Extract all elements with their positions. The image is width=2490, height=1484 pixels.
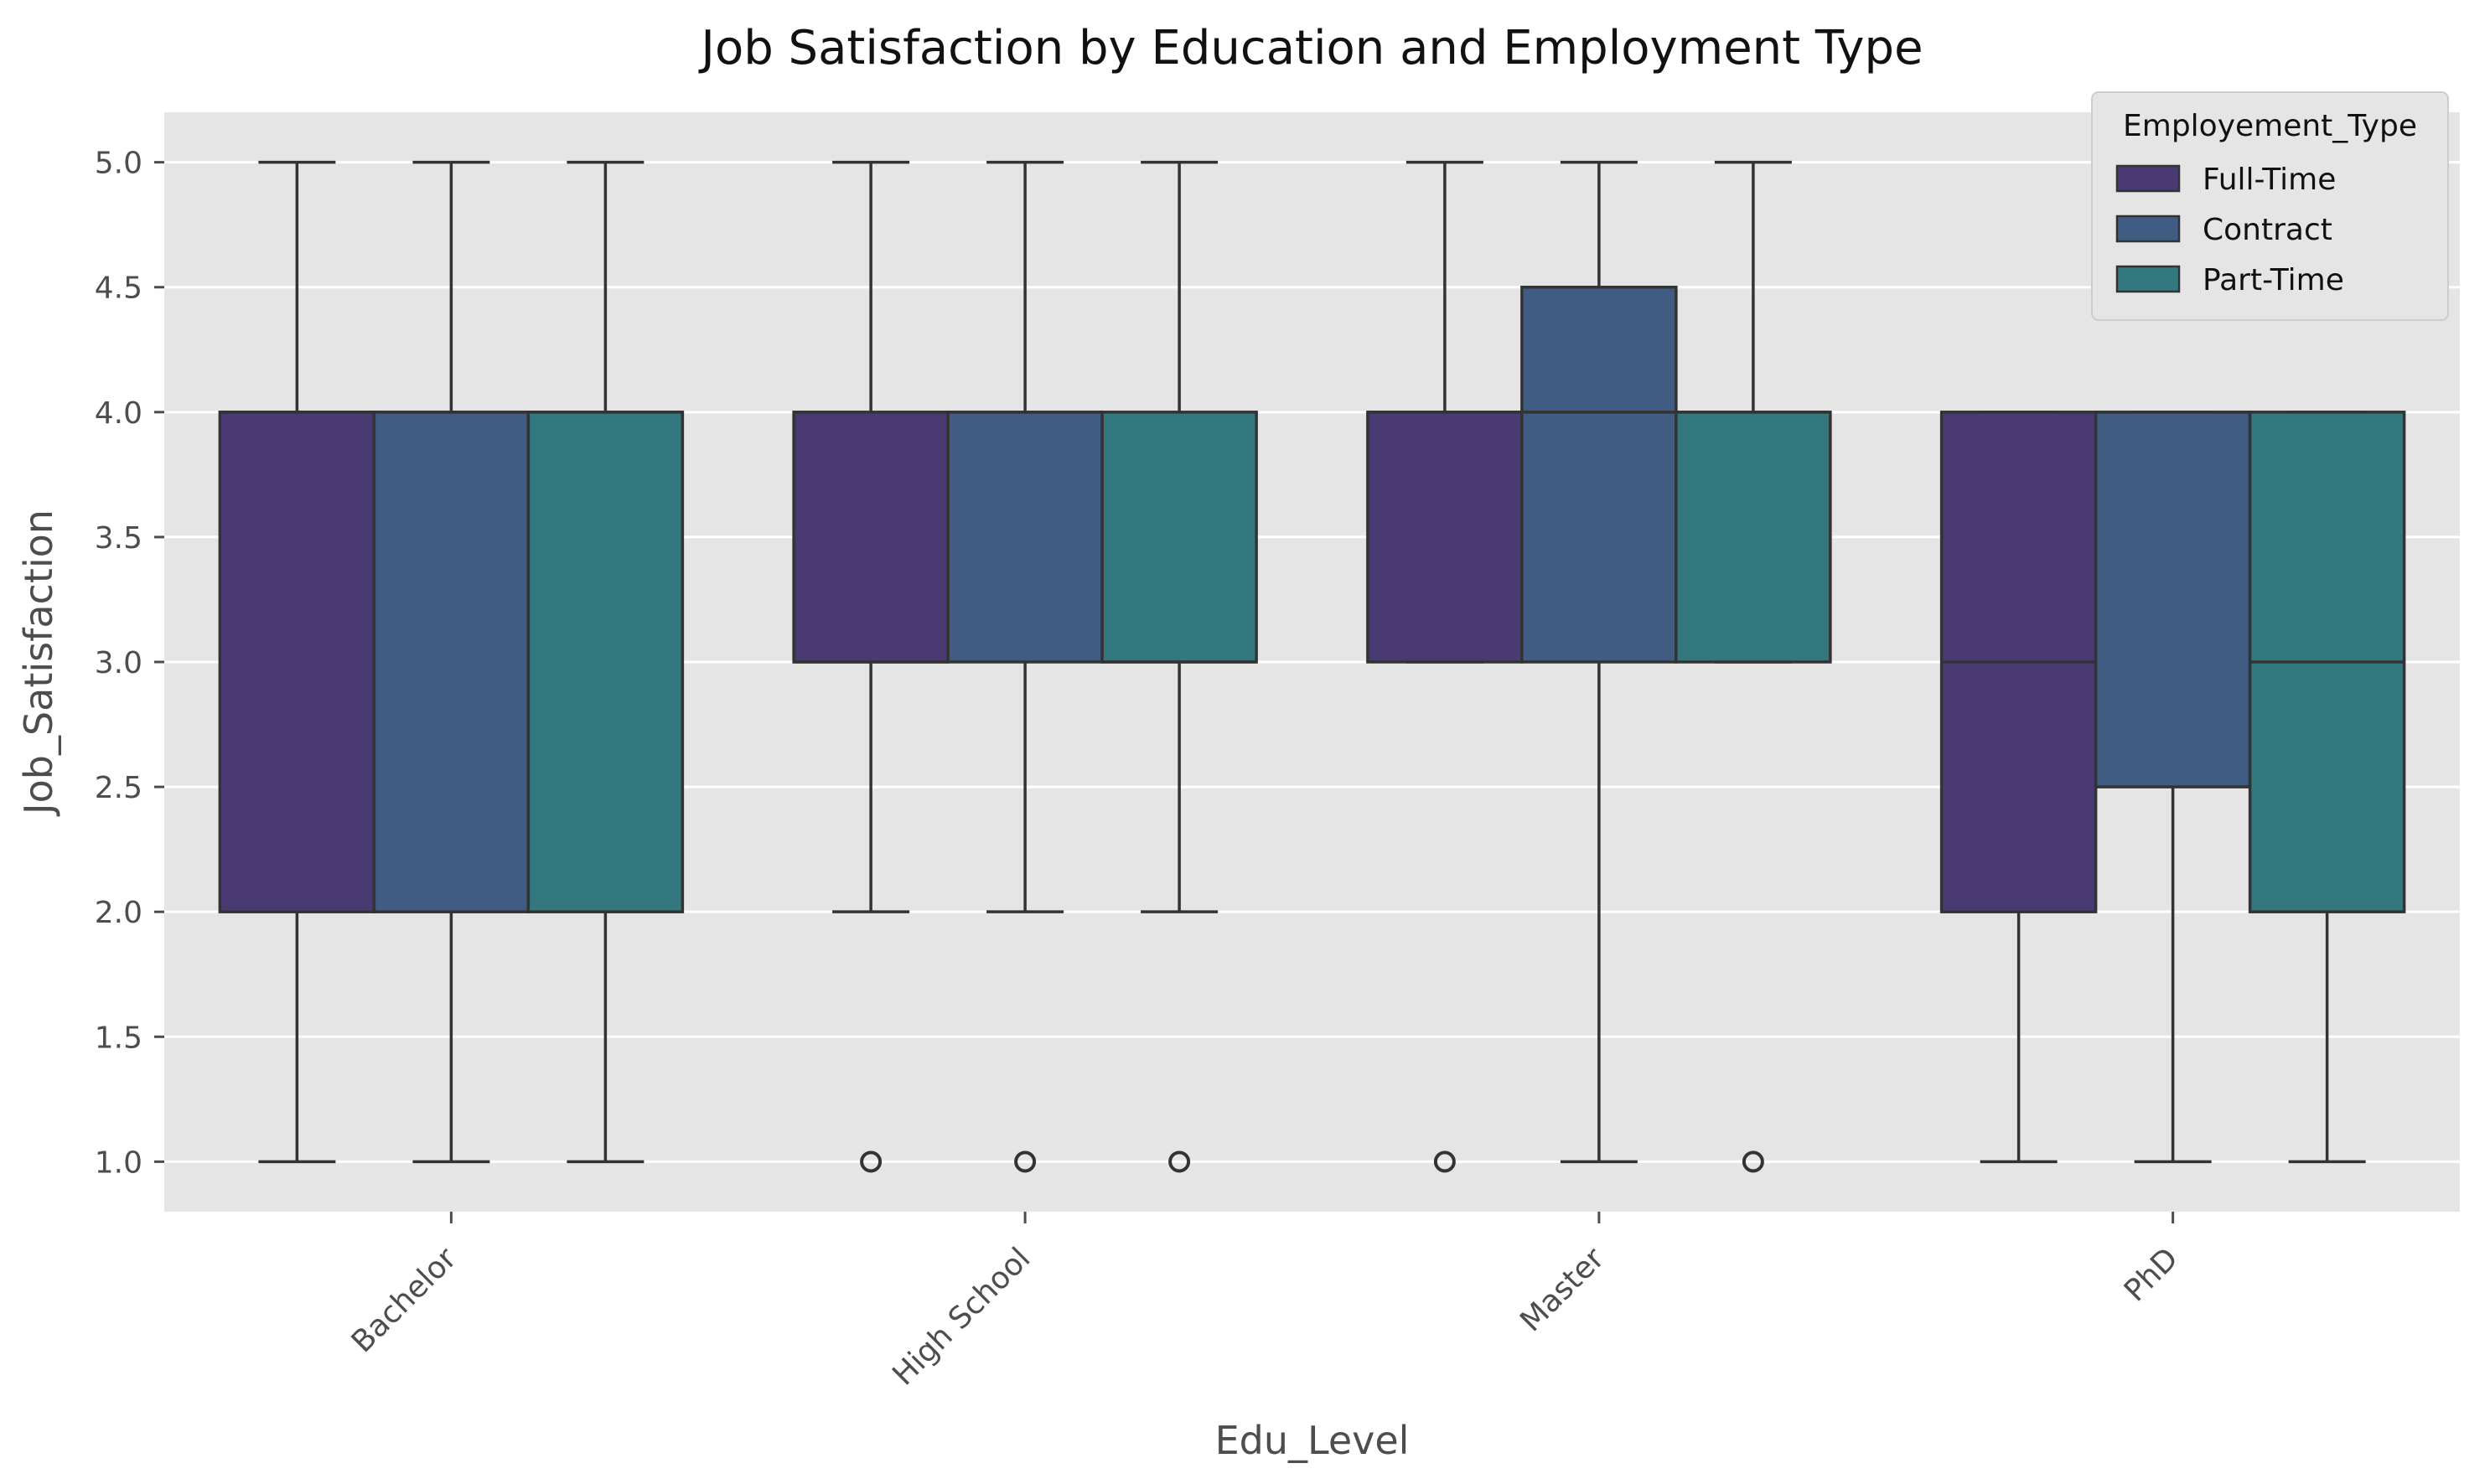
y-tick-label: 1.5 [95,1021,142,1055]
y-tick-label: 1.0 [95,1145,142,1180]
y-tick-label: 3.5 [95,521,142,556]
x-tick-label: PhD [2118,1241,2185,1308]
box [1366,411,1524,664]
box-group [1366,160,1524,1173]
box [2094,411,2252,789]
box [792,411,950,664]
x-tick-label: High School [886,1241,1037,1392]
legend-frame [2091,91,2449,321]
y-tick-label: 2.0 [95,896,142,930]
box-group [1939,411,2098,1164]
box-group [2248,411,2406,1164]
outlier-point [1433,1150,1456,1173]
outlier-point [860,1150,883,1173]
legend-item-label: Contract [2203,213,2332,247]
legend-item-label: Part-Time [2203,263,2344,297]
legend-item-label: Full-Time [2203,163,2336,197]
outlier-point [1168,1150,1191,1173]
y-tick-label: 4.0 [95,396,142,431]
y-tick-label: 4.5 [95,271,142,306]
box [946,411,1104,664]
legend-swatch [2115,265,2181,293]
x-tick-label: Bachelor [345,1241,463,1359]
box [526,411,685,913]
box [1675,411,1832,664]
box [1520,285,1678,664]
box [1100,411,1258,664]
y-tick-label: 2.5 [95,771,142,805]
box-group [792,160,950,1173]
box-group [1520,160,1678,1164]
box-group [1100,160,1258,1173]
legend: Employement_Type Full-Time Contract Part-T… [2091,91,2449,321]
legend-swatch [2115,215,2181,243]
box [372,411,531,913]
y-tick-label: 5.0 [95,147,142,181]
outlier-point [1014,1150,1037,1173]
box [218,411,376,913]
y-axis-label: Job_Satisfaction [16,509,61,817]
box-group [1675,160,1832,1173]
chart-title: Job Satisfaction by Education and Employ… [698,21,1923,75]
outlier-point [1742,1150,1764,1173]
boxes [218,160,2406,1173]
box-group [2094,411,2252,1164]
x-tick-label: Master [1514,1241,1611,1338]
legend-swatch [2115,164,2181,193]
box-group [526,160,685,1164]
box-group [218,160,376,1164]
legend-title: Employement_Type [2123,109,2417,143]
box-group [946,160,1104,1173]
y-tick-label: 3.0 [95,646,142,680]
x-axis-label: Edu_Level [1215,1418,1410,1463]
